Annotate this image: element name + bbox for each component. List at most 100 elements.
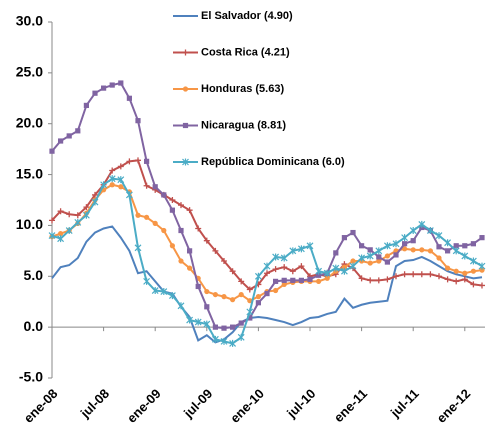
point [461,276,468,283]
point [392,240,400,248]
point [195,283,201,290]
point [195,225,202,232]
x-tick-label: ene-12 [434,386,474,426]
point [161,227,167,234]
point [220,337,228,345]
point [126,95,132,101]
point [109,167,116,174]
point [418,271,425,278]
point [445,248,451,254]
x-tick-label: jul-08 [77,386,112,421]
point [182,49,189,56]
point [212,324,218,330]
point [453,278,460,285]
point [143,277,151,285]
point [281,281,287,288]
point [229,339,237,347]
point [186,207,193,214]
point [118,184,124,190]
point [436,255,442,261]
point [401,271,408,278]
point [74,212,81,219]
point [57,235,65,243]
point [418,220,426,228]
point [281,264,288,271]
point [289,247,297,255]
point [427,248,433,254]
point [402,246,408,252]
point [58,230,64,237]
point [108,175,116,183]
point [298,263,305,270]
point [182,158,189,166]
series [51,225,483,344]
point [307,276,313,282]
point [83,102,89,109]
point [117,163,124,170]
point [177,302,185,310]
point [478,262,486,270]
point [393,273,399,280]
point [117,176,125,184]
point [168,292,176,300]
point [462,243,468,249]
point [152,184,158,190]
point [384,259,390,265]
point [82,211,90,219]
point [169,207,175,213]
point [83,204,90,211]
y-tick-label: 5.0 [24,267,44,283]
point [384,253,390,259]
point [264,290,270,297]
point [49,217,55,224]
point [237,333,245,341]
point [246,308,254,316]
point [254,272,262,280]
point [204,304,210,310]
point [91,198,99,206]
point [367,260,373,266]
point [203,320,211,328]
point [212,247,219,254]
series [49,157,485,293]
point [194,318,202,326]
legend-label: República Dominicana (6.0) [201,156,345,168]
point [135,212,141,218]
legend-label: El Salvador (4.90) [201,10,293,22]
point [470,241,476,247]
point [273,278,279,284]
y-tick-label: -5.0 [19,369,43,385]
point [298,277,304,283]
y-tick-label: 20.0 [16,114,43,130]
point [48,232,56,240]
series-line [51,183,483,302]
point [340,267,348,275]
point [182,86,189,92]
series [49,182,485,304]
point [316,272,322,278]
point [92,90,98,96]
point [419,247,425,253]
point [221,325,227,331]
point [366,252,374,260]
point [221,294,227,300]
point [109,182,115,188]
point [461,252,469,260]
point [169,197,176,203]
point [65,227,73,235]
point [315,267,323,275]
y-tick-label: 30.0 [16,13,43,29]
series [49,80,485,331]
point [144,158,150,164]
point [341,235,347,241]
point [479,282,485,289]
point [453,268,459,274]
point [470,281,477,288]
point [238,278,245,285]
point [427,271,434,278]
point [101,85,107,91]
point [410,238,416,244]
point [470,268,476,274]
point [426,227,434,235]
point [316,278,322,284]
